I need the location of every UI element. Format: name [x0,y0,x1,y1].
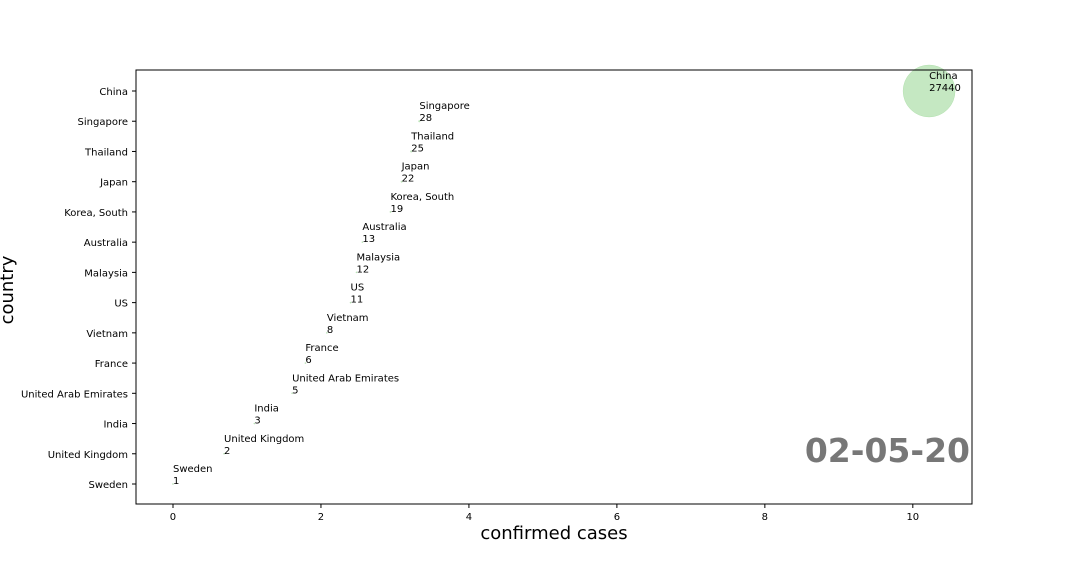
point-label-cases: 1 [173,476,179,487]
y-tick-label: China [99,87,128,98]
data-point [361,241,364,244]
point-label-cases: 2 [224,446,230,457]
x-tick-label: 10 [906,512,919,523]
y-tick-label: Thailand [84,147,128,158]
point-label-country: China [929,71,958,82]
data-point [304,362,307,364]
data-point [400,180,403,183]
x-axis-label: confirmed cases [480,523,627,544]
point-label-cases: 3 [254,416,260,427]
point-label-country: Vietnam [327,313,369,324]
y-tick-label: Singapore [78,117,128,128]
point-label-cases: 28 [419,113,432,124]
point-label-country: Singapore [419,101,469,112]
x-tick-label: 6 [614,512,620,523]
y-tick-label: Korea, South [64,208,128,219]
y-tick-label: Australia [84,238,128,249]
y-tick-label: Sweden [88,480,128,491]
x-tick-label: 4 [466,512,472,523]
y-tick-label: United Kingdom [48,450,128,461]
y-axis-label: country [0,255,18,324]
data-point [355,271,358,274]
data-point [410,150,413,153]
y-tick-label: France [95,359,128,370]
data-points [172,64,956,485]
data-point [223,452,225,455]
point-label-cases: 19 [390,204,403,215]
point-label-country: France [305,343,338,354]
x-tick-label: 0 [170,512,176,523]
point-label-country: United Kingdom [224,434,304,445]
point-label-cases: 13 [362,234,375,245]
y-tick-label: Vietnam [86,329,128,340]
y-tick-label: US [114,299,128,310]
x-tick-label: 2 [318,512,324,523]
point-label-cases: 6 [305,355,311,366]
y-axis-ticks: China Singapore Thailand Japan Korea, South A… [21,87,136,491]
y-tick-label: Japan [99,178,128,189]
data-point [389,210,392,213]
data-point [172,483,174,485]
data-point [326,331,328,334]
data-point [902,64,956,118]
point-label-country: Thailand [410,131,454,142]
point-label-country: Malaysia [356,252,400,263]
data-point [418,120,421,123]
data-point [291,392,293,395]
point-label-country: Australia [362,222,406,233]
y-tick-label: Malaysia [84,268,128,279]
point-label-country: US [351,283,365,294]
point-label-country: Japan [401,162,430,173]
point-label-country: United Arab Emirates [292,373,399,384]
x-axis-ticks: 0 2 4 6 8 10 [170,504,919,523]
x-tick-label: 8 [762,512,768,523]
point-label-cases: 12 [356,264,369,275]
point-label-cases: 25 [411,143,424,154]
point-label-country: India [254,404,279,415]
point-label-cases: 5 [292,385,298,396]
y-tick-label: United Arab Emirates [21,389,128,400]
point-label-cases: 8 [327,325,333,336]
point-label-cases: 27440 [929,83,961,94]
data-point [349,301,352,304]
date-label: 02-05-20 [805,431,970,470]
point-label-country: Korea, South [390,192,454,203]
point-label-country: Sweden [173,464,213,475]
point-label-cases: 22 [402,174,415,185]
plot-frame [135,69,973,505]
data-point [253,422,256,425]
point-label-cases: 11 [351,295,364,306]
y-tick-label: India [103,420,128,431]
